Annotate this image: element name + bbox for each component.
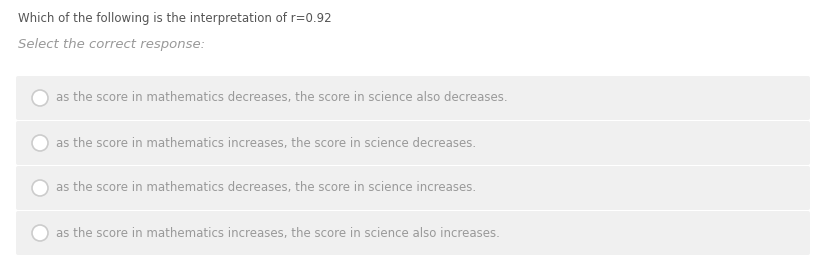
- Ellipse shape: [32, 90, 48, 106]
- Ellipse shape: [32, 180, 48, 196]
- FancyBboxPatch shape: [16, 121, 810, 165]
- Ellipse shape: [32, 225, 48, 241]
- Text: as the score in mathematics increases, the score in science also increases.: as the score in mathematics increases, t…: [56, 226, 500, 240]
- Ellipse shape: [32, 135, 48, 151]
- FancyBboxPatch shape: [16, 211, 810, 255]
- Text: Select the correct response:: Select the correct response:: [18, 38, 205, 51]
- Text: as the score in mathematics increases, the score in science decreases.: as the score in mathematics increases, t…: [56, 136, 476, 150]
- Text: as the score in mathematics decreases, the score in science also decreases.: as the score in mathematics decreases, t…: [56, 91, 508, 105]
- FancyBboxPatch shape: [16, 166, 810, 210]
- Text: Which of the following is the interpretation of r=0.92: Which of the following is the interpreta…: [18, 12, 331, 25]
- Text: as the score in mathematics decreases, the score in science increases.: as the score in mathematics decreases, t…: [56, 181, 476, 195]
- FancyBboxPatch shape: [16, 76, 810, 120]
